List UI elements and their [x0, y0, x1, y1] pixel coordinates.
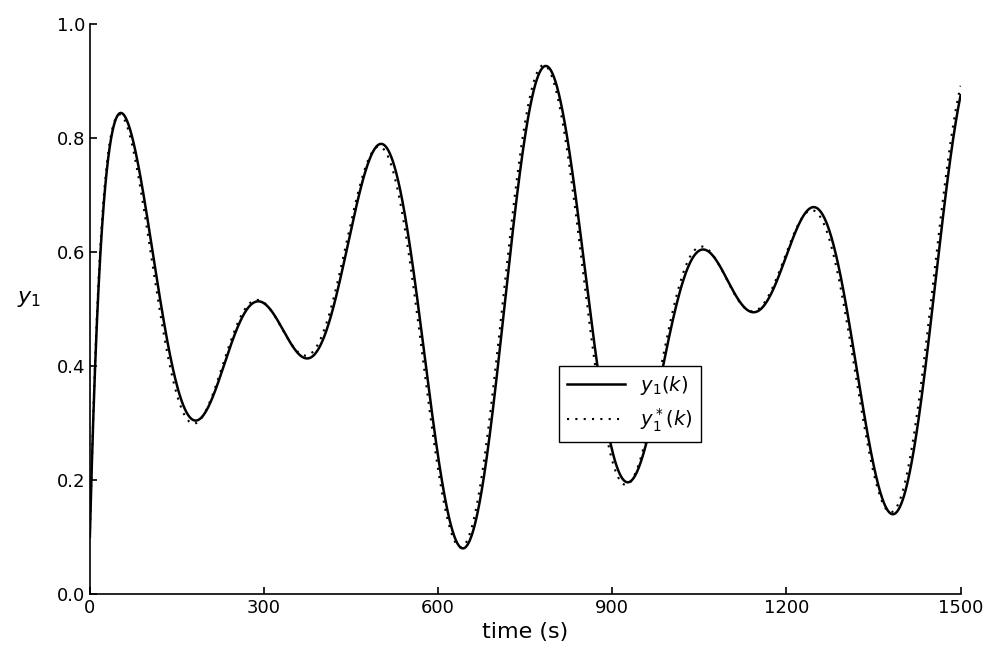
$y_1(k)$ — [844, 326, 856, 333]
Legend: $y_1(k)$, $y_1^*(k)$: $y_1(k)$, $y_1^*(k)$ — [559, 366, 701, 442]
$y_1^*(k)$ — [183, 418, 195, 426]
$y_1(k)$ — [457, 544, 469, 552]
$y_1(k)$ — [183, 413, 195, 420]
$y_1(k)$ — [456, 544, 468, 552]
$y_1(k)$ — [84, 533, 96, 541]
$y_1^*(k)$ — [538, 61, 550, 69]
$y_1(k)$ — [418, 345, 430, 353]
Y-axis label: $y_1$: $y_1$ — [17, 289, 41, 309]
$y_1^*(k)$ — [955, 82, 967, 90]
$y_1^*(k)$ — [938, 186, 950, 194]
$y_1^*(k)$ — [456, 543, 468, 551]
$y_1^*(k)$ — [844, 338, 856, 346]
$y_1^*(k)$ — [235, 312, 247, 320]
$y_1^*(k)$ — [455, 544, 467, 552]
Line: $y_1^*(k)$: $y_1^*(k)$ — [90, 65, 961, 548]
$y_1^*(k)$ — [84, 533, 96, 541]
$y_1(k)$ — [540, 62, 552, 70]
X-axis label: time (s): time (s) — [482, 622, 568, 643]
$y_1(k)$ — [235, 316, 247, 324]
$y_1(k)$ — [938, 204, 950, 212]
$y_1^*(k)$ — [418, 362, 430, 370]
Line: $y_1(k)$: $y_1(k)$ — [90, 66, 961, 548]
$y_1(k)$ — [955, 91, 967, 99]
